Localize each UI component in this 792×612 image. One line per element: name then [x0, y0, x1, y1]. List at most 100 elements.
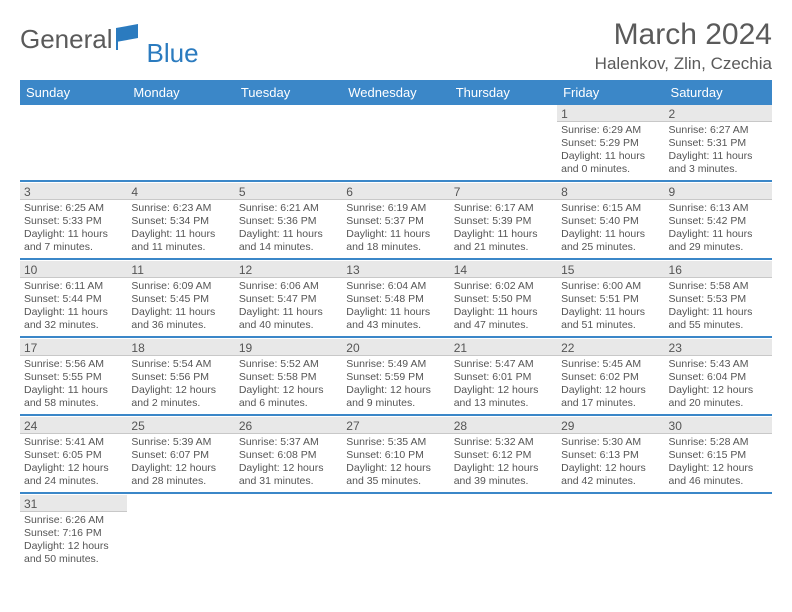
- calendar-cell: 1Sunrise: 6:29 AMSunset: 5:29 PMDaylight…: [557, 105, 664, 183]
- day-content: Sunrise: 5:32 AMSunset: 6:12 PMDaylight:…: [450, 434, 557, 494]
- day-number: [342, 105, 449, 122]
- sunrise-text: Sunrise: 5:47 AM: [454, 358, 553, 371]
- day-content: [342, 512, 449, 570]
- calendar-cell: 2Sunrise: 6:27 AMSunset: 5:31 PMDaylight…: [665, 105, 772, 183]
- day-number: [450, 105, 557, 122]
- calendar-cell: 10Sunrise: 6:11 AMSunset: 5:44 PMDayligh…: [20, 261, 127, 339]
- calendar-head: Sunday Monday Tuesday Wednesday Thursday…: [20, 80, 772, 105]
- calendar-cell: [342, 105, 449, 183]
- day-number: [665, 495, 772, 512]
- day-content: Sunrise: 5:58 AMSunset: 5:53 PMDaylight:…: [665, 278, 772, 338]
- col-thursday: Thursday: [450, 80, 557, 105]
- daylight-text: Daylight: 12 hours and 28 minutes.: [131, 462, 230, 488]
- calendar-cell: 17Sunrise: 5:56 AMSunset: 5:55 PMDayligh…: [20, 339, 127, 417]
- col-sunday: Sunday: [20, 80, 127, 105]
- day-content: Sunrise: 6:17 AMSunset: 5:39 PMDaylight:…: [450, 200, 557, 260]
- sunrise-text: Sunrise: 6:09 AM: [131, 280, 230, 293]
- daylight-text: Daylight: 11 hours and 58 minutes.: [24, 384, 123, 410]
- calendar-cell: 4Sunrise: 6:23 AMSunset: 5:34 PMDaylight…: [127, 183, 234, 261]
- sunset-text: Sunset: 7:16 PM: [24, 527, 123, 540]
- day-number: 25: [127, 417, 234, 434]
- sunrise-text: Sunrise: 5:52 AM: [239, 358, 338, 371]
- daylight-text: Daylight: 11 hours and 40 minutes.: [239, 306, 338, 332]
- calendar-cell: 25Sunrise: 5:39 AMSunset: 6:07 PMDayligh…: [127, 417, 234, 495]
- sunset-text: Sunset: 5:42 PM: [669, 215, 768, 228]
- day-content: Sunrise: 5:56 AMSunset: 5:55 PMDaylight:…: [20, 356, 127, 416]
- calendar-week: 1Sunrise: 6:29 AMSunset: 5:29 PMDaylight…: [20, 105, 772, 183]
- col-wednesday: Wednesday: [342, 80, 449, 105]
- calendar-week: 3Sunrise: 6:25 AMSunset: 5:33 PMDaylight…: [20, 183, 772, 261]
- daylight-text: Daylight: 11 hours and 29 minutes.: [669, 228, 768, 254]
- daylight-text: Daylight: 12 hours and 31 minutes.: [239, 462, 338, 488]
- sunrise-text: Sunrise: 6:11 AM: [24, 280, 123, 293]
- day-content: Sunrise: 6:27 AMSunset: 5:31 PMDaylight:…: [665, 122, 772, 182]
- sunset-text: Sunset: 5:45 PM: [131, 293, 230, 306]
- day-number: 10: [20, 261, 127, 278]
- day-content: Sunrise: 6:00 AMSunset: 5:51 PMDaylight:…: [557, 278, 664, 338]
- daylight-text: Daylight: 11 hours and 43 minutes.: [346, 306, 445, 332]
- sunrise-text: Sunrise: 6:00 AM: [561, 280, 660, 293]
- sunset-text: Sunset: 5:51 PM: [561, 293, 660, 306]
- daylight-text: Daylight: 11 hours and 51 minutes.: [561, 306, 660, 332]
- day-number: 23: [665, 339, 772, 356]
- daylight-text: Daylight: 12 hours and 6 minutes.: [239, 384, 338, 410]
- col-monday: Monday: [127, 80, 234, 105]
- sunset-text: Sunset: 6:13 PM: [561, 449, 660, 462]
- day-content: Sunrise: 5:39 AMSunset: 6:07 PMDaylight:…: [127, 434, 234, 494]
- daylight-text: Daylight: 12 hours and 2 minutes.: [131, 384, 230, 410]
- day-content: Sunrise: 6:06 AMSunset: 5:47 PMDaylight:…: [235, 278, 342, 338]
- daylight-text: Daylight: 12 hours and 9 minutes.: [346, 384, 445, 410]
- calendar-body: 1Sunrise: 6:29 AMSunset: 5:29 PMDaylight…: [20, 105, 772, 573]
- sunrise-text: Sunrise: 6:06 AM: [239, 280, 338, 293]
- sunrise-text: Sunrise: 6:26 AM: [24, 514, 123, 527]
- calendar-week: 17Sunrise: 5:56 AMSunset: 5:55 PMDayligh…: [20, 339, 772, 417]
- day-number: [235, 495, 342, 512]
- sunrise-text: Sunrise: 5:35 AM: [346, 436, 445, 449]
- daylight-text: Daylight: 12 hours and 35 minutes.: [346, 462, 445, 488]
- day-number: [127, 105, 234, 122]
- sunrise-text: Sunrise: 6:23 AM: [131, 202, 230, 215]
- sunrise-text: Sunrise: 5:45 AM: [561, 358, 660, 371]
- day-content: Sunrise: 6:19 AMSunset: 5:37 PMDaylight:…: [342, 200, 449, 260]
- daylight-text: Daylight: 11 hours and 21 minutes.: [454, 228, 553, 254]
- day-number: 5: [235, 183, 342, 200]
- sunrise-text: Sunrise: 5:39 AM: [131, 436, 230, 449]
- location: Halenkov, Zlin, Czechia: [595, 54, 772, 74]
- daylight-text: Daylight: 11 hours and 18 minutes.: [346, 228, 445, 254]
- calendar-cell: [450, 495, 557, 573]
- day-number: 11: [127, 261, 234, 278]
- calendar-cell: 27Sunrise: 5:35 AMSunset: 6:10 PMDayligh…: [342, 417, 449, 495]
- day-number: 22: [557, 339, 664, 356]
- day-number: 16: [665, 261, 772, 278]
- calendar-cell: 20Sunrise: 5:49 AMSunset: 5:59 PMDayligh…: [342, 339, 449, 417]
- page-header: General Blue March 2024 Halenkov, Zlin, …: [20, 18, 772, 74]
- calendar-cell: 3Sunrise: 6:25 AMSunset: 5:33 PMDaylight…: [20, 183, 127, 261]
- sunrise-text: Sunrise: 5:43 AM: [669, 358, 768, 371]
- daylight-text: Daylight: 11 hours and 36 minutes.: [131, 306, 230, 332]
- day-number: 29: [557, 417, 664, 434]
- calendar-cell: 8Sunrise: 6:15 AMSunset: 5:40 PMDaylight…: [557, 183, 664, 261]
- day-number: [342, 495, 449, 512]
- sunrise-text: Sunrise: 6:21 AM: [239, 202, 338, 215]
- day-number: 15: [557, 261, 664, 278]
- sunset-text: Sunset: 5:29 PM: [561, 137, 660, 150]
- day-content: [342, 122, 449, 182]
- day-content: Sunrise: 6:15 AMSunset: 5:40 PMDaylight:…: [557, 200, 664, 260]
- sunrise-text: Sunrise: 6:02 AM: [454, 280, 553, 293]
- day-number: 9: [665, 183, 772, 200]
- sunset-text: Sunset: 6:08 PM: [239, 449, 338, 462]
- daylight-text: Daylight: 12 hours and 17 minutes.: [561, 384, 660, 410]
- day-content: Sunrise: 5:37 AMSunset: 6:08 PMDaylight:…: [235, 434, 342, 494]
- day-number: 1: [557, 105, 664, 122]
- sunset-text: Sunset: 6:12 PM: [454, 449, 553, 462]
- day-content: Sunrise: 6:04 AMSunset: 5:48 PMDaylight:…: [342, 278, 449, 338]
- day-content: Sunrise: 5:41 AMSunset: 6:05 PMDaylight:…: [20, 434, 127, 494]
- day-number: 18: [127, 339, 234, 356]
- sunset-text: Sunset: 5:44 PM: [24, 293, 123, 306]
- daylight-text: Daylight: 11 hours and 47 minutes.: [454, 306, 553, 332]
- calendar-cell: [450, 105, 557, 183]
- sunrise-text: Sunrise: 5:28 AM: [669, 436, 768, 449]
- calendar-cell: 28Sunrise: 5:32 AMSunset: 6:12 PMDayligh…: [450, 417, 557, 495]
- day-content: [450, 512, 557, 570]
- daylight-text: Daylight: 11 hours and 7 minutes.: [24, 228, 123, 254]
